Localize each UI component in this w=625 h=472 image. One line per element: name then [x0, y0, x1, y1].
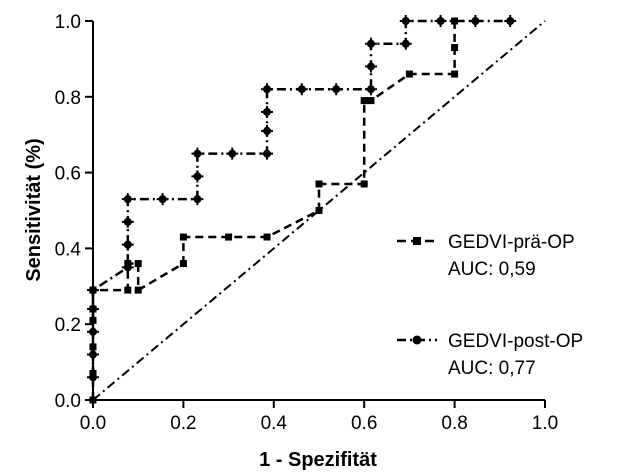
data-point — [360, 97, 368, 105]
series-line — [91, 19, 511, 378]
x-axis-title: 1 - Spezifität — [259, 449, 377, 471]
y-tick-label: 0.0 — [55, 391, 81, 412]
legend-item-pre-op: GEDVI-prä-OP AUC: 0,59 — [397, 232, 575, 280]
data-point — [360, 180, 368, 188]
data-point — [89, 396, 97, 404]
data-point — [263, 233, 271, 241]
x-tick-label: 0.6 — [351, 413, 377, 434]
data-point — [315, 207, 323, 214]
legend: GEDVI-prä-OP AUC: 0,59 GEDVI-post-OP AUC… — [397, 232, 583, 379]
x-tick-label: 0.2 — [170, 413, 196, 434]
y-tick-label: 0.8 — [55, 88, 81, 109]
data-point — [179, 260, 187, 268]
legend-label-post-op: GEDVI-post-OP — [448, 331, 583, 352]
legend-auc-post-op: AUC: 0,77 — [448, 358, 536, 379]
x-tick-label: 0.8 — [441, 413, 467, 434]
legend-auc-pre-op: AUC: 0,59 — [448, 259, 536, 280]
legend-item-post-op: GEDVI-post-OP AUC: 0,77 — [397, 331, 583, 379]
y-tick-label: 0.4 — [55, 239, 82, 260]
data-point — [134, 260, 142, 268]
legend-marker-post-op — [412, 335, 422, 345]
legend-label-pre-op: GEDVI-prä-OP — [448, 232, 575, 253]
data-point — [451, 70, 459, 78]
data-point — [451, 44, 459, 52]
data-point — [89, 316, 97, 324]
data-point — [405, 70, 413, 78]
legend-marker-pre-op — [413, 237, 421, 245]
reference-diagonal-line — [92, 20, 546, 401]
y-tick-label: 1.0 — [55, 12, 81, 33]
data-point — [124, 286, 132, 294]
series-layer — [87, 15, 517, 404]
data-point — [134, 286, 142, 294]
x-tick-label: 0.0 — [80, 413, 106, 434]
ticks: 0.0 0.2 0.4 0.6 0.8 1.0 0.0 0.2 0.4 0.6 0.8 1.0 — [55, 12, 559, 434]
y-tick-label: 0.6 — [55, 164, 81, 185]
data-point — [89, 343, 97, 351]
series-line — [91, 21, 456, 400]
data-point — [367, 97, 375, 105]
series-pre-op — [89, 17, 459, 404]
series-post-op — [87, 15, 517, 384]
y-axis-title: Sensitivität (%) — [23, 138, 45, 281]
x-tick-label: 0.4 — [261, 413, 288, 434]
data-point — [315, 180, 323, 188]
x-tick-label: 1.0 — [532, 413, 558, 434]
data-point — [179, 233, 187, 241]
data-point — [451, 17, 459, 25]
data-point — [225, 233, 233, 241]
y-tick-label: 0.2 — [55, 315, 81, 336]
